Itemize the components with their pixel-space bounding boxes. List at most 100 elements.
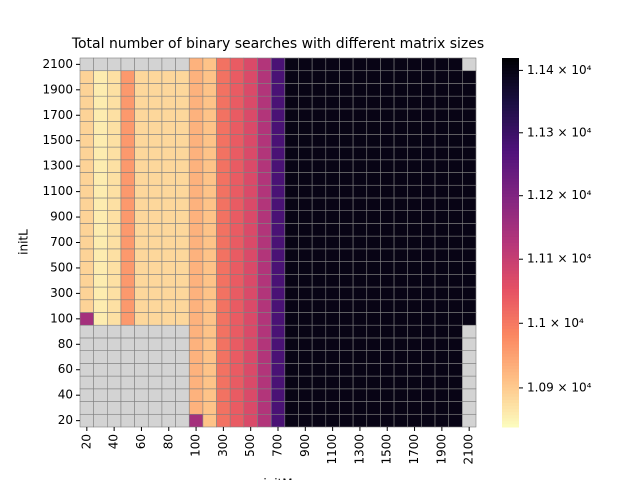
cell [120, 108, 135, 122]
cell [147, 159, 163, 173]
cell [107, 197, 122, 211]
cell [284, 108, 299, 122]
missing-cell [79, 413, 94, 428]
cell [298, 223, 313, 237]
colorbar-segment [502, 242, 519, 247]
cell [257, 223, 272, 237]
colorbar-segment [502, 208, 519, 213]
cell [380, 146, 395, 161]
cell [161, 261, 176, 275]
cell [325, 121, 340, 135]
cell [147, 134, 163, 148]
cell [380, 134, 395, 148]
colorbar-segment [502, 405, 519, 410]
cell [257, 286, 272, 301]
missing-cell [134, 324, 149, 339]
cell [257, 324, 272, 339]
cell [339, 184, 354, 199]
colorbar-segment [502, 190, 519, 194]
cell [216, 159, 231, 173]
cell [352, 223, 368, 237]
cell [325, 134, 340, 148]
cell [339, 388, 354, 402]
cell [243, 350, 258, 364]
colorbar-segment [502, 119, 519, 124]
cell [284, 375, 299, 390]
cell [380, 337, 395, 351]
cell [366, 134, 381, 148]
cell [202, 248, 217, 262]
colorbar-tick-label: 1.14 × 10⁴ [527, 63, 592, 77]
cell [366, 95, 381, 110]
cell [298, 401, 313, 415]
colorbar-segment [502, 276, 519, 280]
cell [120, 159, 135, 173]
cell [270, 413, 286, 428]
x-tick-label: 1900 [434, 434, 448, 465]
colorbar-segment [502, 147, 519, 151]
cell [380, 274, 395, 288]
cell [434, 95, 449, 110]
missing-cell [93, 413, 108, 428]
colorbar-segment [502, 350, 519, 354]
cell [462, 70, 477, 84]
missing-cell [93, 57, 108, 72]
cell [134, 172, 149, 186]
cell [257, 388, 272, 402]
cell [393, 121, 409, 135]
cell [243, 184, 258, 199]
missing-cell [134, 401, 149, 415]
colorbar-segment [502, 420, 519, 425]
cell [407, 83, 422, 97]
cell [161, 299, 176, 313]
cell [216, 261, 231, 275]
cell [202, 350, 217, 364]
missing-cell [79, 401, 94, 415]
cell [298, 108, 313, 122]
cell [107, 312, 122, 326]
cell [161, 274, 176, 288]
missing-cell [462, 363, 477, 377]
cell [448, 363, 463, 377]
cell [147, 312, 163, 326]
cell [380, 70, 395, 84]
cell [298, 388, 313, 402]
cell [257, 159, 272, 173]
cell [107, 235, 122, 250]
cell [257, 299, 272, 313]
cell [407, 388, 422, 402]
cell [366, 146, 381, 161]
cell [393, 108, 409, 122]
cell [352, 286, 368, 301]
colorbar-segment [502, 214, 519, 219]
missing-cell [134, 350, 149, 364]
cell [107, 172, 122, 186]
cell [257, 121, 272, 135]
cell [298, 363, 313, 377]
cell [366, 248, 381, 262]
missing-cell [79, 337, 94, 351]
cell [147, 261, 163, 275]
colorbar-segment [502, 245, 519, 250]
cell [339, 274, 354, 288]
colorbar-segment [502, 304, 519, 308]
cell [229, 337, 245, 351]
cell [462, 235, 477, 250]
colorbar-segment [502, 374, 519, 379]
missing-cell [147, 337, 163, 351]
cell [216, 108, 231, 122]
cell [257, 274, 272, 288]
cell [421, 172, 436, 186]
cell [325, 324, 340, 339]
missing-cell [134, 57, 149, 72]
cell [393, 184, 409, 199]
missing-cell [175, 57, 190, 72]
cell [407, 57, 422, 72]
cell [284, 159, 299, 173]
cell [216, 95, 231, 110]
cell [380, 159, 395, 173]
cell [243, 388, 258, 402]
cell [393, 159, 409, 173]
cell [311, 299, 327, 313]
cell [229, 261, 245, 275]
